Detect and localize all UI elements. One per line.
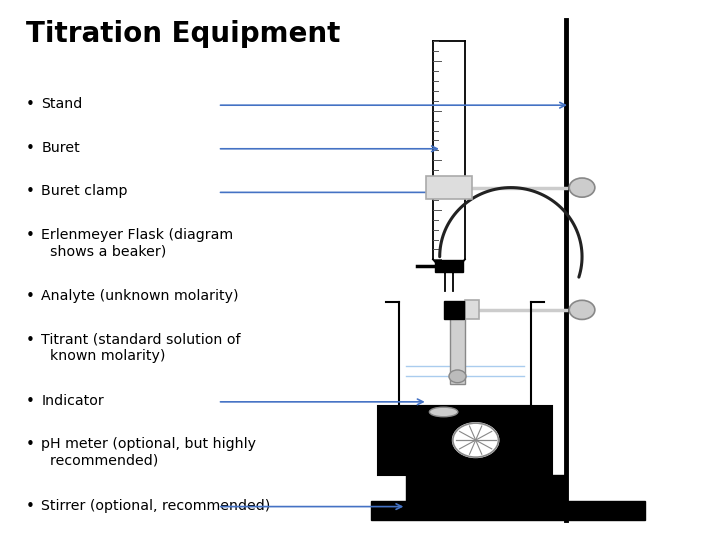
Text: Analyte (unknown molarity): Analyte (unknown molarity) — [41, 289, 238, 303]
Circle shape — [570, 178, 595, 197]
Text: pH meter (optional, but highly
  recommended): pH meter (optional, but highly recommend… — [41, 437, 256, 468]
Circle shape — [570, 300, 595, 320]
Text: Erlenmeyer Flask (diagram
  shows a beaker): Erlenmeyer Flask (diagram shows a beaker… — [41, 228, 233, 258]
Text: •: • — [25, 184, 35, 199]
Text: •: • — [25, 437, 35, 453]
Text: Buret: Buret — [41, 141, 80, 155]
Text: •: • — [25, 141, 35, 156]
Text: Stirrer (optional, recommended): Stirrer (optional, recommended) — [41, 498, 271, 512]
Bar — [426, 176, 472, 199]
Text: •: • — [25, 498, 35, 514]
Text: •: • — [25, 97, 35, 112]
Bar — [371, 501, 644, 520]
Bar — [465, 300, 480, 320]
Circle shape — [453, 423, 498, 457]
Bar — [444, 301, 464, 319]
Text: •: • — [25, 289, 35, 304]
Bar — [406, 475, 567, 501]
Text: Titrant (standard solution of
  known molarity): Titrant (standard solution of known mola… — [41, 333, 240, 363]
Text: Buret clamp: Buret clamp — [41, 184, 127, 198]
Text: •: • — [25, 333, 35, 348]
Text: Titration Equipment: Titration Equipment — [25, 20, 340, 48]
Bar — [435, 260, 463, 272]
Text: •: • — [25, 228, 35, 243]
Text: •: • — [25, 394, 35, 409]
Bar — [450, 315, 465, 384]
Text: Indicator: Indicator — [41, 394, 104, 408]
Ellipse shape — [429, 407, 458, 417]
Bar — [378, 406, 552, 475]
Text: Stand: Stand — [41, 97, 82, 111]
Circle shape — [449, 370, 466, 383]
